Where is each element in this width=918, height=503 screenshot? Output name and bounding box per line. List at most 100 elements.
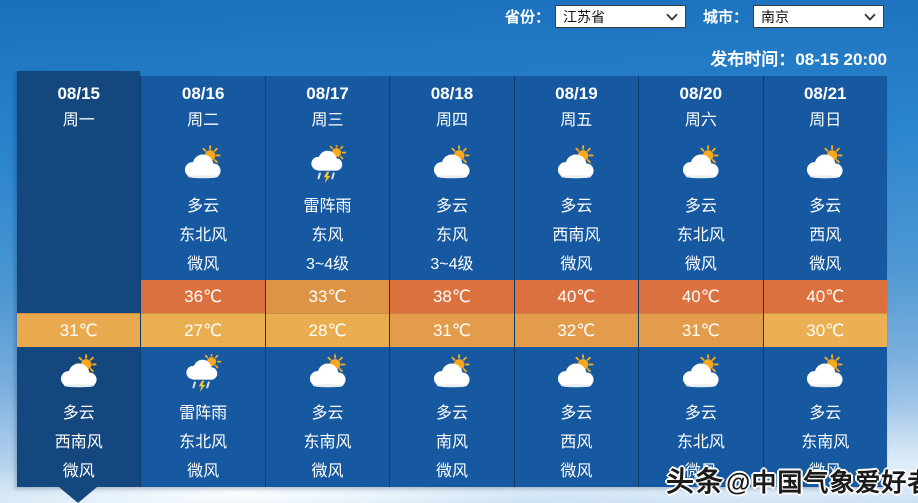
night-weather-text: 多云: [809, 405, 842, 422]
watermark: 头条@中国气象爱好者: [666, 460, 918, 500]
night-weather-icon: [17, 347, 140, 399]
weekday-label: 周日: [809, 112, 842, 129]
low-temp: 30℃: [763, 313, 887, 347]
province-select[interactable]: 江苏省: [555, 5, 687, 28]
night-wind-direction: 东南风: [801, 434, 850, 451]
day-wind-power: 微风: [684, 256, 717, 273]
night-wind-direction: 东北风: [676, 434, 725, 451]
forecast-column[interactable]: 08/21 周日 多云 西风 微风 40℃ 30℃ 多云 东南风 微风: [762, 76, 887, 487]
low-temp: 31℃: [390, 313, 514, 347]
night-weather-text: 多云: [684, 405, 717, 422]
night-weather-text: 雷阵雨: [179, 405, 228, 422]
high-temp: 40℃: [763, 280, 887, 313]
high-temp: 36℃: [141, 280, 265, 313]
forecast-column-selected[interactable]: 08/15 周一 31℃ 多云 西南风 微风: [17, 71, 141, 487]
forecast-column[interactable]: 08/18 周四 多云 东风 3~4级 38℃ 31℃ 多云 南风 微风: [389, 76, 514, 487]
night-weather-icon: [266, 347, 389, 399]
night-weather-text: 多云: [62, 405, 95, 422]
high-temp: 38℃: [390, 280, 514, 313]
day-wind-direction: 东北风: [676, 227, 725, 244]
night-wind-power: 微风: [311, 463, 344, 480]
chevron-down-icon: [864, 13, 876, 21]
forecast-column[interactable]: 08/16 周二 多云 东北风 微风 36℃ 27℃ 雷阵雨 东北风 微风: [140, 76, 265, 487]
selected-day-pointer-icon: [59, 487, 97, 503]
date-label: 08/15: [57, 84, 100, 103]
day-weather-icon: [764, 136, 887, 192]
publish-time: 发布时间：08-15 20:00: [710, 45, 887, 70]
publish-time-value: 08-15 20:00: [795, 50, 887, 69]
day-wind-power: 微风: [809, 256, 842, 273]
night-weather-icon: [515, 347, 638, 399]
day-weather-icon: [266, 136, 389, 192]
city-label: 城市：: [703, 9, 749, 26]
day-weather-text: 多云: [187, 198, 220, 215]
day-wind-direction: 西南风: [552, 227, 601, 244]
night-wind-direction: 东北风: [179, 434, 228, 451]
forecast-column[interactable]: 08/19 周五 多云 西南风 微风 40℃ 32℃ 多云 西风 微风: [513, 76, 639, 487]
forecast-table: 08/15 周一 31℃ 多云 西南风 微风 08/16 周二 多云 东北风 微…: [17, 71, 887, 487]
date-label: 08/20: [679, 84, 723, 103]
day-wind-direction: 东风: [311, 227, 344, 244]
night-wind-power: 微风: [684, 463, 717, 480]
night-wind-power: 微风: [435, 463, 468, 480]
day-wind-power: 微风: [560, 256, 593, 273]
weekday-label: 周三: [311, 112, 344, 129]
night-wind-power: 微风: [187, 463, 220, 480]
past-day-blank: [17, 136, 140, 313]
date-label: 08/16: [181, 84, 225, 103]
night-wind-power: 微风: [560, 463, 593, 480]
weekday-label: 周五: [560, 112, 593, 129]
date-label: 08/18: [430, 84, 474, 103]
day-wind-direction: 西风: [809, 227, 842, 244]
day-weather-icon: [639, 136, 762, 192]
day-weather-text: 多云: [684, 198, 717, 215]
filter-bar: 省份： 江苏省 城市： 南京: [505, 5, 885, 28]
night-wind-direction: 西南风: [54, 434, 103, 451]
low-temp: 32℃: [514, 313, 639, 347]
low-temp: 28℃: [265, 313, 390, 347]
night-wind-direction: 西风: [560, 434, 593, 451]
province-label: 省份：: [505, 9, 551, 26]
high-temp: 33℃: [265, 280, 390, 313]
weekday-label: 周四: [435, 112, 468, 129]
night-weather-icon: [764, 347, 887, 399]
day-wind-power: 微风: [187, 256, 220, 273]
low-temp: 27℃: [141, 313, 265, 347]
night-weather-icon: [639, 347, 762, 399]
watermark-brand: 头条: [666, 466, 725, 497]
high-temp: 40℃: [514, 280, 639, 313]
night-wind-direction: 东南风: [303, 434, 352, 451]
city-select[interactable]: 南京: [753, 5, 885, 28]
night-wind-power: 微风: [62, 463, 95, 480]
night-weather-icon: [141, 347, 264, 399]
weekday-label: 周一: [62, 112, 95, 129]
day-weather-icon: [515, 136, 638, 192]
day-wind-power: 3~4级: [430, 256, 474, 273]
low-temp: 31℃: [17, 313, 141, 347]
forecast-column[interactable]: 08/20 周六 多云 东北风 微风 40℃ 31℃ 多云 东北风 微风: [638, 76, 763, 487]
date-label: 08/19: [555, 84, 598, 103]
day-wind-power: 3~4级: [305, 256, 350, 273]
night-wind-power: 微风: [809, 463, 842, 480]
day-wind-direction: 东北风: [179, 227, 228, 244]
night-wind-direction: 南风: [435, 434, 468, 451]
publish-time-label: 发布时间：: [710, 50, 796, 69]
day-weather-text: 多云: [560, 198, 593, 215]
day-weather-text: 雷阵雨: [303, 198, 352, 215]
night-weather-text: 多云: [435, 405, 468, 422]
high-temp: 40℃: [639, 280, 763, 313]
day-weather-text: 多云: [809, 198, 842, 215]
day-weather-icon: [141, 136, 264, 192]
date-label: 08/17: [306, 84, 349, 103]
day-wind-direction: 东风: [435, 227, 468, 244]
forecast-column[interactable]: 08/17 周三 雷阵雨 东风 3~4级 33℃ 28℃ 多云 东南风 微风: [264, 76, 390, 487]
weekday-label: 周二: [187, 112, 220, 129]
low-temp: 31℃: [639, 313, 763, 347]
night-weather-text: 多云: [560, 405, 593, 422]
date-label: 08/21: [803, 84, 847, 103]
weekday-label: 周六: [684, 112, 717, 129]
day-weather-icon: [390, 136, 513, 192]
province-select-value: 江苏省: [563, 8, 606, 25]
day-weather-text: 多云: [435, 198, 468, 215]
